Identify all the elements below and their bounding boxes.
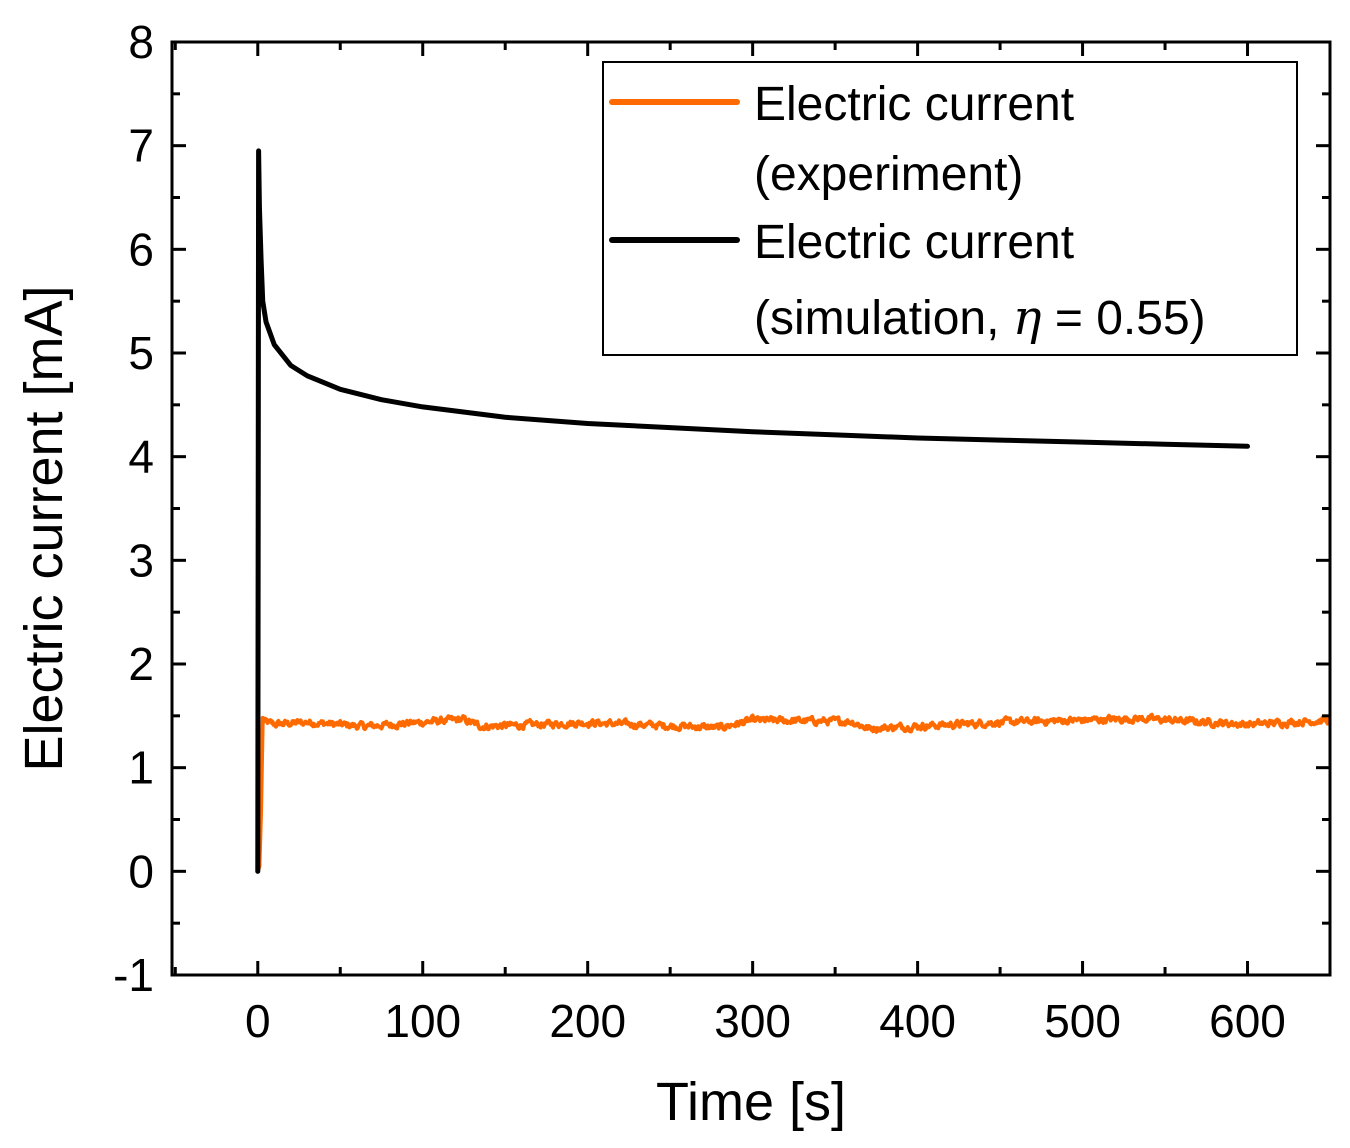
y-tick-label: 5 xyxy=(128,327,154,379)
y-tick-label: 1 xyxy=(128,742,154,794)
y-tick-label: 0 xyxy=(128,845,154,897)
legend-experiment-line2-text: (experiment) xyxy=(754,148,1023,201)
legend: Electric current (experiment) Electric c… xyxy=(602,61,1298,356)
legend-label-experiment-line2: (experiment) xyxy=(754,148,1023,201)
axis-tick-labels: 0 100 200 300 400 500 600 -1 0 1 2 3 4 5 6 7 8 xyxy=(113,16,1286,1047)
x-tick-label: 600 xyxy=(1209,995,1286,1047)
series-simulation-line xyxy=(255,148,1251,874)
axis-ticks xyxy=(172,40,1332,977)
legend-simulation-line2-suffix: = 0.55) xyxy=(1042,292,1206,345)
y-axis-title: Electric current [mA] xyxy=(14,285,74,771)
series-experiment-line xyxy=(255,712,1332,872)
plot-series xyxy=(255,148,1332,874)
y-tick-label: 4 xyxy=(128,431,154,483)
y-tick-label: 3 xyxy=(128,534,154,586)
x-tick-label: 500 xyxy=(1044,995,1121,1047)
y-tick-label: 6 xyxy=(128,223,154,275)
x-tick-label: 100 xyxy=(384,995,461,1047)
x-tick-label: 200 xyxy=(549,995,626,1047)
x-axis-title: Time [s] xyxy=(656,1072,846,1132)
x-tick-label: 0 xyxy=(245,995,271,1047)
legend-eta-symbol: η xyxy=(1013,290,1042,346)
legend-label-simulation-line1: Electric current xyxy=(754,216,1074,269)
y-tick-label: 7 xyxy=(128,120,154,172)
legend-box xyxy=(602,61,1298,356)
y-tick-label: 8 xyxy=(128,16,154,68)
legend-label-experiment-line1: Electric current xyxy=(754,78,1074,131)
x-tick-label: 400 xyxy=(879,995,956,1047)
legend-label-simulation-line2: (simulation, η = 0.55) xyxy=(754,290,1206,346)
y-tick-label: -1 xyxy=(113,949,154,1001)
x-tick-label: 300 xyxy=(714,995,791,1047)
legend-simulation-line2-prefix: (simulation, xyxy=(754,292,1013,345)
y-tick-label: 2 xyxy=(128,638,154,690)
